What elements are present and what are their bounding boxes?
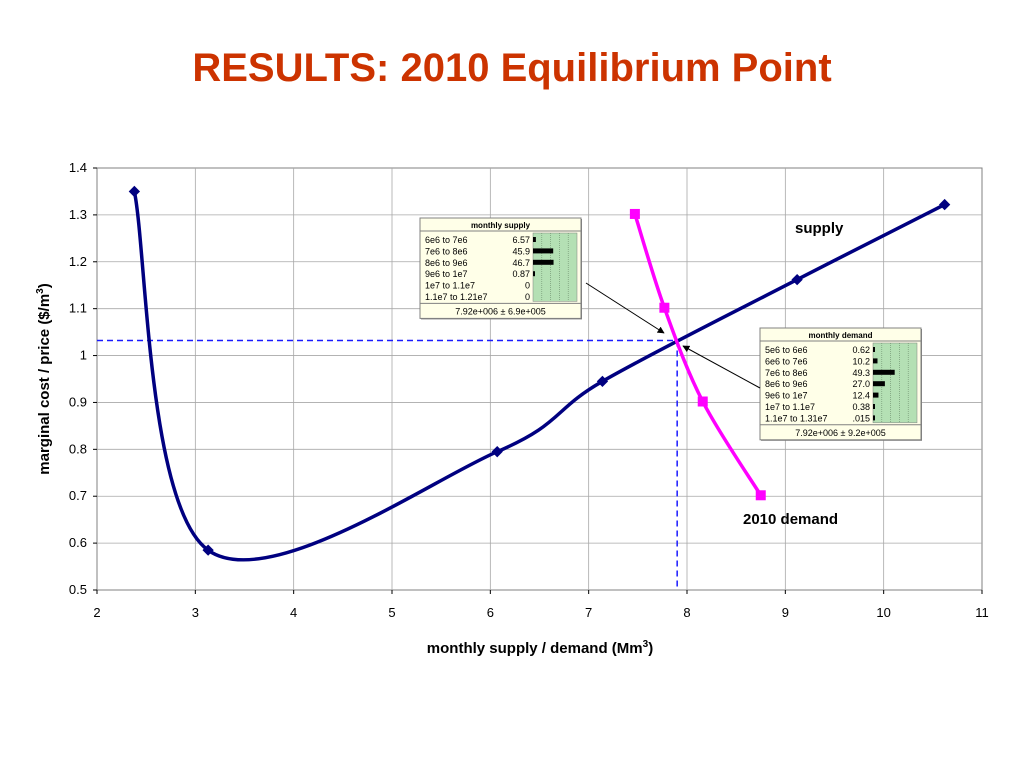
x-axis-title: monthly supply / demand (Mm3) [427, 639, 653, 657]
x-tick-label: 10 [876, 605, 890, 620]
x-tick-label: 6 [487, 605, 494, 620]
x-axis-title-text: monthly supply / demand (Mm [427, 640, 643, 657]
x-tick-label: 11 [975, 605, 989, 620]
supply-table-row-value: 0.87 [512, 269, 530, 279]
supply-point [596, 375, 609, 388]
y-axis-title-end: ) [36, 283, 53, 288]
supply-table-row-value: 6.57 [512, 235, 530, 245]
demand-table-row-bar [873, 415, 875, 421]
y-axis-title-sup: 3 [35, 288, 46, 294]
demand-table-row-bar [873, 404, 875, 409]
y-tick-label: 0.7 [69, 488, 87, 503]
supply-table-row-range: 1e7 to 1.1e7 [425, 281, 475, 291]
supply-series-label: supply [795, 220, 844, 237]
demand-point [755, 490, 766, 501]
x-tick-label: 2 [93, 605, 100, 620]
supply-table-row-range: 8e6 to 9e6 [425, 258, 468, 268]
y-tick-label: 1.4 [69, 160, 87, 175]
axis-ticks: 0.5 0.6 0.7 0.8 0.9 1 1.1 1.2 1.3 1.4 2 3 4 5 6 7 8 9 10 11 [69, 160, 989, 620]
supply-table-row-range: 9e6 to 1e7 [425, 269, 468, 279]
x-tick-label: 8 [683, 605, 690, 620]
supply-table-row-bar [533, 248, 554, 254]
demand-table-row-range: 9e6 to 1e7 [765, 391, 808, 401]
supply-table-row-value: 46.7 [512, 258, 530, 268]
supply-table-row-bar [533, 259, 554, 265]
demand-table-row-value: 0.38 [852, 402, 870, 412]
y-tick-label: 0.5 [69, 582, 87, 597]
demand-table-row-value: 12.4 [852, 391, 870, 401]
demand-table-title: monthly demand [808, 331, 872, 340]
demand-table-row-value: .015 [852, 413, 870, 423]
y-tick-label: 0.8 [69, 441, 87, 456]
demand-table-row-value: 27.0 [852, 379, 870, 389]
supply-point [491, 446, 503, 458]
supply-table-footer: 7.92e+006 ± 6.9e+005 [455, 306, 546, 316]
demand-point [659, 302, 670, 313]
supply-table-row-range: 1.1e7 to 1.21e7 [425, 292, 488, 302]
demand-series-label: 2010 demand [743, 511, 838, 528]
supply-table-row-bar [533, 271, 535, 277]
demand-table-row-value: 49.3 [852, 368, 870, 378]
demand-curve [633, 213, 763, 497]
x-tick-label: 7 [585, 605, 592, 620]
y-tick-label: 1.3 [69, 207, 87, 222]
y-tick-label: 0.6 [69, 535, 87, 550]
x-tick-label: 5 [388, 605, 395, 620]
demand-table-row-range: 6e6 to 7e6 [765, 356, 808, 366]
supply-callout-arrow [585, 282, 665, 334]
y-tick-label: 1.1 [69, 301, 87, 316]
demand-table-row-value: 10.2 [852, 356, 870, 366]
supply-table-row-range: 7e6 to 8e6 [425, 246, 468, 256]
demand-table-row-range: 7e6 to 8e6 [765, 368, 808, 378]
supply-point [128, 185, 141, 198]
x-tick-label: 9 [782, 605, 789, 620]
demand-table-row-range: 1e7 to 1.1e7 [765, 402, 815, 412]
supply-point [791, 273, 803, 286]
y-tick-label: 1.2 [69, 254, 87, 269]
demand-table-footer: 7.92e+006 ± 9.2e+005 [795, 428, 886, 438]
supply-table-row-bar [533, 237, 536, 242]
demand-table-row-range: 5e6 to 6e6 [765, 345, 808, 355]
slide-title: RESULTS: 2010 Equilibrium Point [192, 46, 832, 90]
supply-point [938, 198, 951, 211]
y-axis-title-text: marginal cost / price ($/m [36, 294, 53, 475]
demand-table-row-bar [873, 381, 885, 387]
demand-point [697, 396, 708, 407]
supply-table-row-value: 0 [525, 281, 530, 291]
y-tick-label: 0.9 [69, 394, 87, 409]
x-tick-label: 4 [290, 605, 297, 620]
supply-table-row-value: 0 [525, 292, 530, 302]
supply-table-histogram-bg [532, 232, 578, 302]
demand-point [629, 208, 640, 219]
series-layer [128, 185, 951, 562]
demand-table-row-range: 1.1e7 to 1.31e7 [765, 413, 828, 423]
x-tick-label: 3 [192, 605, 199, 620]
demand-table-row-bar [873, 347, 875, 352]
demand-callout-arrow [682, 345, 761, 389]
supply-table-row-range: 6e6 to 7e6 [425, 235, 468, 245]
supply-table-row-value: 45.9 [512, 246, 530, 256]
demand-table-row-range: 8e6 to 9e6 [765, 379, 808, 389]
demand-table-row-bar [873, 369, 895, 375]
supply-table-title: monthly supply [471, 221, 531, 230]
demand-table-row-bar [873, 358, 878, 364]
x-axis-title-end: ) [648, 640, 653, 657]
demand-table-row-bar [873, 392, 879, 398]
y-tick-label: 1 [80, 348, 87, 363]
x-axis-title-sup: 3 [643, 639, 649, 650]
equilibrium-guides [97, 339, 678, 590]
demand-table-row-value: 0.62 [852, 345, 870, 355]
supply-point [202, 544, 214, 556]
y-axis-title: marginal cost / price ($/m3) [35, 283, 53, 474]
